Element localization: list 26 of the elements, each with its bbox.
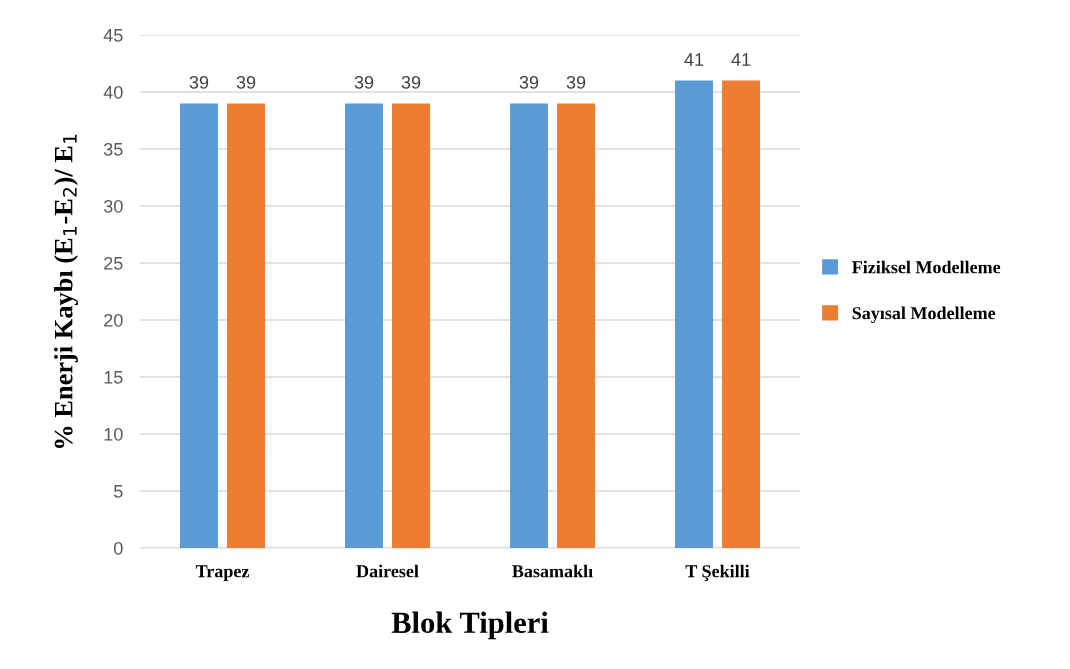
x-tick-label: T Şekilli — [685, 564, 750, 581]
data-label: 39 — [236, 75, 256, 89]
y-tick-label: 30 — [103, 199, 123, 213]
data-label: 39 — [189, 75, 209, 89]
data-label: 39 — [354, 75, 374, 89]
y-tick-label: 15 — [104, 371, 123, 384]
legend-label: Sayısal Modelleme — [852, 306, 996, 323]
data-label: 41 — [684, 53, 704, 66]
data-label: 39 — [566, 75, 586, 89]
y-axis-title: % Enerji Kaybı (E$_{1}$-E$_{2}$)/ E$_{1}$ — [53, 134, 78, 448]
y-tick-label: 25 — [104, 256, 123, 270]
x-tick-label: Dairesel — [356, 564, 419, 578]
y-tick-label: 45 — [103, 29, 123, 42]
x-tick-label: Basamaklı — [512, 564, 593, 578]
x-axis-title: Blok Tipleri — [391, 611, 549, 640]
y-tick-label: 0 — [114, 541, 123, 555]
data-label: 39 — [401, 75, 421, 89]
y-tick-label: 40 — [103, 85, 123, 99]
y-tick-label: 20 — [104, 313, 123, 327]
y-tick-label: 35 — [103, 142, 123, 156]
data-label: 39 — [519, 75, 539, 89]
data-label: 41 — [731, 53, 751, 66]
legend-label: Fiziksel Modelleme — [852, 260, 1001, 274]
x-tick-label: Trapez — [195, 565, 250, 582]
y-tick-label: 5 — [114, 485, 123, 498]
y-tick-label: 10 — [104, 427, 123, 441]
